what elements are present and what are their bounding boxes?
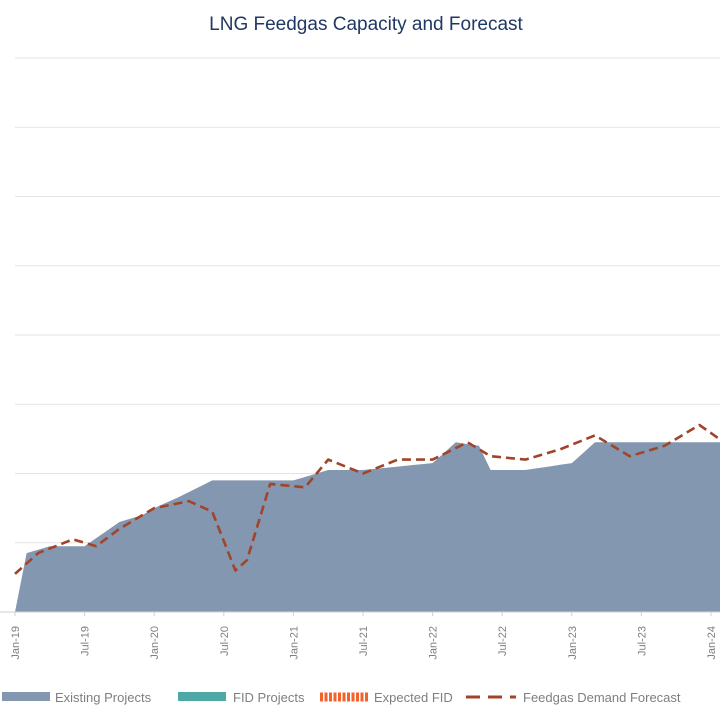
x-tick-label: Jan-24 (706, 626, 718, 660)
legend-label-feedgas-demand-forecast: Feedgas Demand Forecast (523, 690, 681, 705)
legend-label-fid-projects: FID Projects (233, 690, 305, 705)
x-tick-label: Jan-23 (567, 626, 579, 660)
chart-title: LNG Feedgas Capacity and Forecast (209, 14, 523, 35)
legend-label-expected-fid: Expected FID (374, 690, 453, 705)
legend-label-existing-projects: Existing Projects (55, 690, 152, 705)
x-tick-label: Jan-22 (428, 626, 440, 660)
x-tick-label: Jan-21 (288, 626, 300, 660)
x-tick-label: Jan-20 (149, 626, 161, 660)
x-tick-label: Jul-21 (358, 626, 370, 656)
gridlines (15, 57, 720, 544)
x-axis-ticks: Jan-19 Jul-19 Jan-20 Jul-20 Jan-21 Jul-21 Jan-… (10, 612, 718, 660)
area-existing-projects (15, 442, 720, 612)
stacked-areas (15, 442, 720, 612)
x-tick-label: Jul-23 (636, 626, 648, 656)
x-tick-label: Jul-19 (80, 626, 92, 656)
legend: Existing Projects FID Projects Expected FI… (2, 690, 681, 705)
x-tick-label: Jan-19 (10, 626, 22, 660)
x-tick-label: Jul-20 (219, 626, 231, 656)
legend-swatch-fid-projects (178, 692, 226, 701)
x-tick-label: Jul-22 (497, 626, 509, 656)
legend-swatch-existing-projects (2, 692, 50, 701)
